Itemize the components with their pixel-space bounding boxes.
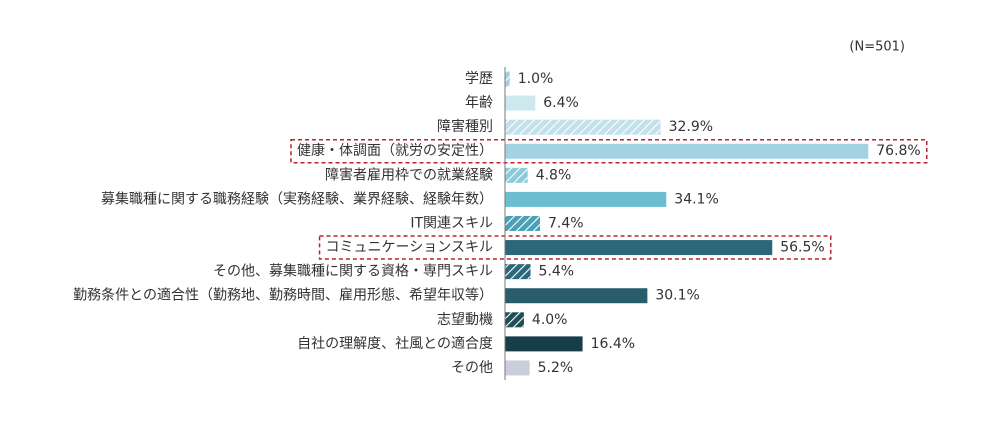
value-label: 16.4% <box>591 336 635 352</box>
value-label: 5.2% <box>538 360 574 376</box>
value-label: 34.1% <box>674 191 718 207</box>
value-label: 76.8% <box>876 143 920 159</box>
category-label: 学歴 <box>465 71 493 87</box>
category-label: 障害種別 <box>437 119 493 135</box>
bar <box>505 336 583 352</box>
value-label: 4.8% <box>536 167 572 183</box>
value-label: 56.5% <box>780 240 824 256</box>
bar <box>505 288 648 304</box>
bar-hatch <box>505 215 541 231</box>
value-label: 32.9% <box>669 119 713 135</box>
category-label: 健康・体調面（就労の安定性） <box>297 142 493 159</box>
bar-hatch <box>505 312 524 328</box>
value-label: 30.1% <box>655 288 699 304</box>
value-label: 6.4% <box>543 95 579 111</box>
category-label: 障害者雇用枠での就業経験 <box>325 166 493 183</box>
bar <box>505 143 869 159</box>
category-label: 自社の理解度、社風との適合度 <box>297 335 493 352</box>
value-label: 7.4% <box>548 215 584 231</box>
category-label: その他 <box>451 360 493 376</box>
bar <box>505 240 773 256</box>
annotation: (N=501) <box>849 40 905 55</box>
bar-hatch <box>505 167 528 183</box>
value-label: 4.0% <box>532 312 568 328</box>
bar <box>505 191 667 207</box>
bar <box>505 360 530 376</box>
bar-hatch <box>505 264 531 280</box>
highlight-box <box>318 235 832 260</box>
value-label: 1.0% <box>518 71 554 87</box>
bar-hatch <box>505 119 661 135</box>
bar <box>505 95 536 111</box>
category-label: 年齢 <box>465 95 493 111</box>
highlight-box <box>290 138 928 164</box>
value-label: 5.4% <box>539 264 575 280</box>
category-label: 志望動機 <box>437 312 493 328</box>
bar-hatch <box>505 71 510 87</box>
category-label: 勤務条件との適合性（勤務地、勤務時間、雇用形態、希望年収等） <box>73 287 493 304</box>
category-label: コミュニケーションスキル <box>326 240 493 256</box>
category-label: IT関連スキル <box>410 215 493 231</box>
category-label: その他、募集職種に関する資格・専門スキル <box>213 263 493 280</box>
category-label: 募集職種に関する職務経験（実務経験、業界経験、経験年数） <box>101 190 493 207</box>
